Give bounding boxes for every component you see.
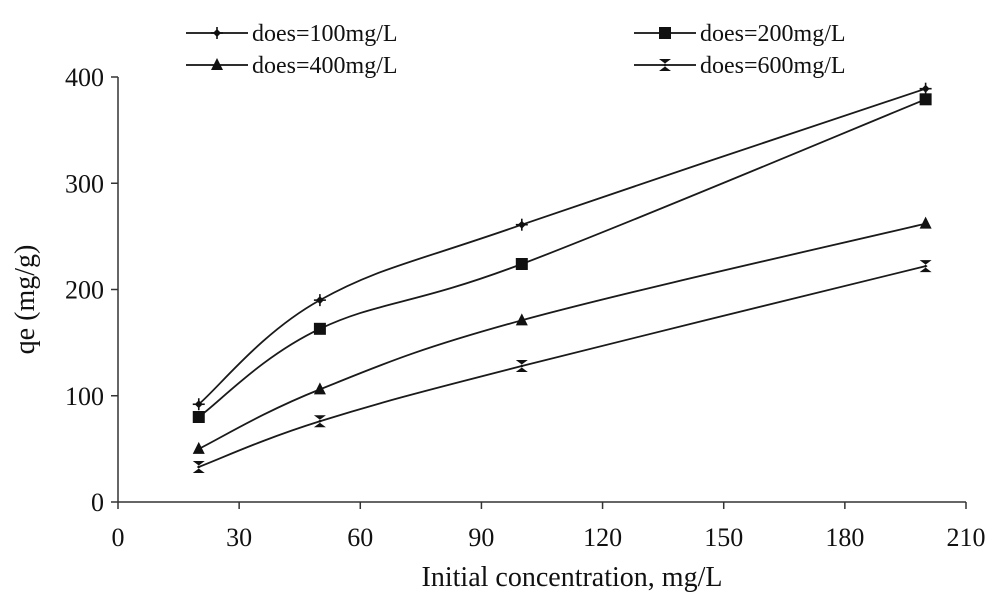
legend-item: does=600mg/L	[634, 53, 846, 79]
data-point	[659, 59, 671, 71]
data-point	[515, 313, 528, 326]
series-line	[198, 98, 926, 418]
y-axis-title: qe (mg/g)	[10, 245, 41, 355]
data-point	[919, 93, 932, 106]
data-point	[659, 27, 671, 39]
data-point	[192, 441, 205, 454]
data-point	[919, 260, 932, 273]
series-1	[192, 82, 932, 411]
y-tick-label: 0	[91, 488, 104, 517]
data-point	[919, 216, 932, 229]
legend-label: does=100mg/L	[252, 21, 398, 47]
axes: 0 30 60 90 120 150 180 210 0 100 200 300 400	[65, 63, 986, 552]
data-point	[211, 27, 223, 39]
x-axis-title: Initial concentration, mg/L	[422, 562, 723, 593]
x-tick-label: 120	[583, 523, 622, 552]
x-tick-label: 0	[112, 523, 125, 552]
y-tick-label: 100	[65, 382, 104, 411]
data-point	[313, 382, 326, 395]
series-3	[192, 216, 932, 454]
legend-item: does=100mg/L	[186, 21, 398, 47]
data-point	[313, 415, 326, 428]
y-tick-label: 200	[65, 276, 104, 305]
data-point	[515, 360, 528, 372]
data-point	[313, 322, 326, 335]
series-group	[192, 82, 932, 473]
y-tick-label: 300	[65, 169, 104, 198]
legend-label: does=600mg/L	[700, 53, 846, 79]
data-point	[192, 460, 205, 473]
legend: does=100mg/L does=200mg/L does=400mg/L does…	[186, 21, 846, 79]
legend-label: does=400mg/L	[252, 53, 398, 79]
x-tick-label: 60	[347, 523, 373, 552]
x-tick-label: 210	[947, 523, 986, 552]
x-axis-ticks: 0 30 60 90 120 150 180 210	[112, 502, 986, 552]
x-tick-label: 180	[825, 523, 864, 552]
data-point	[192, 398, 205, 411]
legend-item: does=400mg/L	[186, 53, 398, 79]
x-tick-label: 90	[468, 523, 494, 552]
data-point	[313, 294, 326, 307]
data-point	[192, 411, 205, 423]
series-line	[198, 265, 926, 468]
y-tick-label: 400	[65, 63, 104, 92]
x-tick-label: 150	[704, 523, 743, 552]
legend-label: does=200mg/L	[700, 21, 846, 47]
y-axis-ticks: 0 100 200 300 400	[65, 63, 118, 517]
series-2	[192, 93, 932, 423]
data-point	[515, 258, 528, 270]
x-tick-label: 30	[226, 523, 252, 552]
legend-item: does=200mg/L	[634, 21, 846, 47]
series-line	[198, 222, 926, 450]
data-point	[919, 82, 932, 95]
data-point	[515, 218, 528, 231]
series-4	[192, 260, 932, 473]
data-point	[211, 58, 223, 70]
series-line	[198, 87, 926, 405]
